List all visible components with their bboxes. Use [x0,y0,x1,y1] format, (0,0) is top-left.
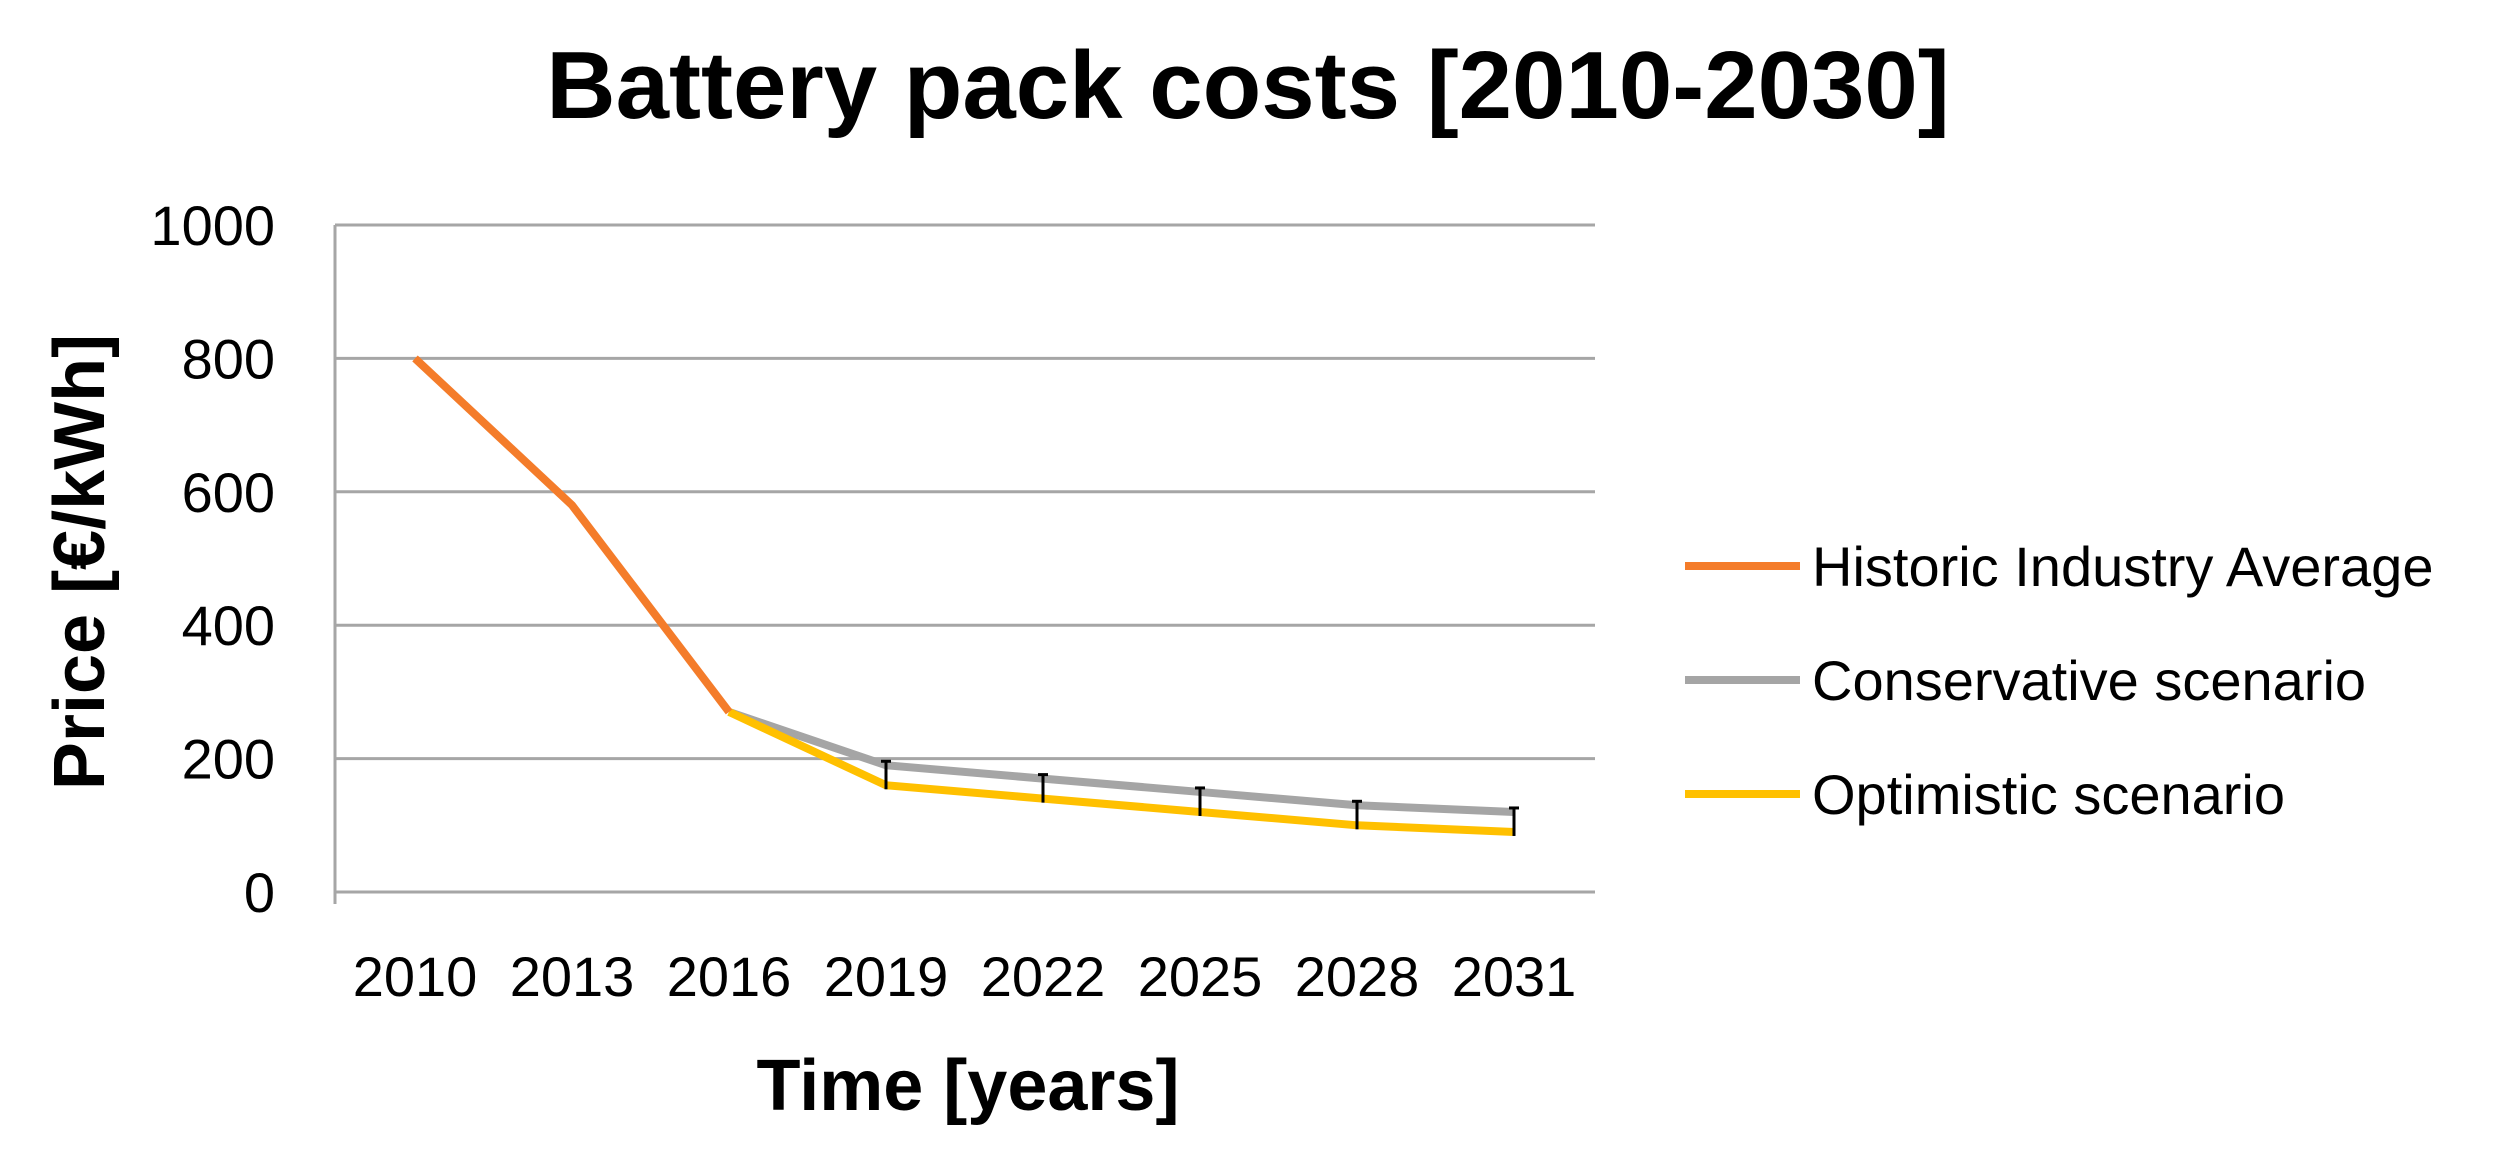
y-tick-label: 0 [244,861,275,924]
legend-label: Historic Industry Average [1812,535,2433,598]
x-tick-label: 2031 [1452,945,1577,1008]
y-axis-ticks: 0 200 400 600 800 1000 [150,194,275,924]
series-lines [412,355,1515,836]
y-tick-label: 1000 [150,194,275,257]
x-tick-label: 2010 [353,945,478,1008]
series-line-historic-industry-average [412,355,733,715]
x-axis-ticks: 2010 2013 2016 2019 2022 2025 2028 2031 [353,945,1577,1008]
x-tick-label: 2013 [510,945,635,1008]
error-bars [881,759,1519,836]
chart-title: Battery pack costs [2010-2030] [546,32,1949,139]
y-tick-label: 600 [182,461,275,524]
legend: Historic Industry Average Conservative sc… [1685,535,2433,826]
y-axis-title: Price [€/kWh] [40,334,120,790]
x-tick-label: 2019 [824,945,949,1008]
gridlines [333,223,1595,904]
y-tick-label: 200 [182,728,275,791]
y-tick-label: 400 [182,594,275,657]
x-tick-label: 2016 [667,945,792,1008]
legend-label: Optimistic scenario [1812,763,2285,826]
x-tick-label: 2028 [1295,945,1420,1008]
series-line-conservative-scenario [727,708,1515,816]
x-tick-label: 2022 [981,945,1106,1008]
series-line-optimistic-scenario [727,708,1515,836]
x-tick-label: 2025 [1138,945,1263,1008]
x-axis-title: Time [years] [757,1046,1180,1126]
legend-label: Conservative scenario [1812,649,2366,712]
y-tick-label: 800 [182,327,275,390]
